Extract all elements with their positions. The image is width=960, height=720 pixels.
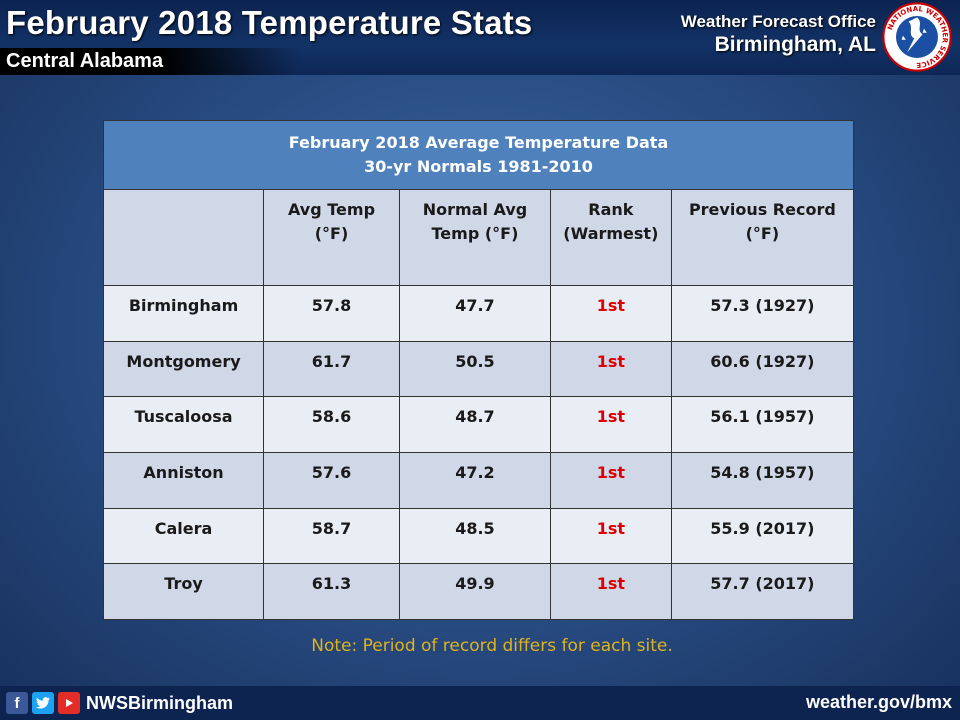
avg-temp: 57.8 bbox=[263, 285, 400, 342]
table-row: Anniston 57.6 47.2 1st 54.8 (1957) bbox=[102, 451, 855, 509]
previous-record: 56.1 (1957) bbox=[670, 396, 855, 453]
rank: 1st bbox=[549, 507, 672, 565]
previous-record: 60.6 (1927) bbox=[670, 340, 855, 398]
column-header-avg-temp: Avg Temp (°F) bbox=[263, 189, 400, 286]
site-name: Anniston bbox=[102, 451, 265, 509]
footer-bar bbox=[0, 686, 960, 720]
header-label: Avg Temp bbox=[287, 200, 376, 219]
twitter-icon[interactable] bbox=[32, 692, 54, 714]
previous-record: 55.9 (2017) bbox=[670, 507, 855, 565]
table-caption: February 2018 Average Temperature Data 3… bbox=[103, 120, 854, 190]
normal-avg-temp: 47.2 bbox=[398, 451, 551, 509]
header-label: (°F) bbox=[745, 224, 780, 243]
rank: 1st bbox=[549, 396, 672, 453]
normal-avg-temp: 48.5 bbox=[398, 507, 551, 565]
page-subtitle: Central Alabama bbox=[6, 50, 164, 72]
avg-temp: 61.7 bbox=[263, 340, 400, 398]
temperature-table: February 2018 Average Temperature Data 3… bbox=[102, 120, 855, 620]
site-name: Tuscaloosa bbox=[102, 396, 265, 453]
site-name: Montgomery bbox=[102, 340, 265, 398]
rank: 1st bbox=[549, 563, 672, 620]
caption-line2: 30-yr Normals 1981-2010 bbox=[364, 157, 593, 176]
column-header-site bbox=[102, 189, 265, 286]
previous-record: 57.7 (2017) bbox=[670, 563, 855, 620]
table-row: Tuscaloosa 58.6 48.7 1st 56.1 (1957) bbox=[102, 396, 855, 453]
caption-line1: February 2018 Average Temperature Data bbox=[288, 133, 669, 152]
avg-temp: 58.6 bbox=[263, 396, 400, 453]
page-title: February 2018 Temperature Stats bbox=[6, 4, 533, 41]
rank: 1st bbox=[549, 451, 672, 509]
avg-temp: 61.3 bbox=[263, 563, 400, 620]
office-line1: Weather Forecast Office bbox=[680, 12, 876, 31]
header-label: Normal Avg bbox=[422, 200, 528, 219]
header-label: Previous Record bbox=[688, 200, 836, 219]
site-name: Birmingham bbox=[102, 285, 265, 342]
office-line2: Birmingham, AL bbox=[714, 33, 876, 56]
normal-avg-temp: 48.7 bbox=[398, 396, 551, 453]
subtitle-bar bbox=[0, 48, 300, 75]
rank: 1st bbox=[549, 340, 672, 398]
column-header-previous-record: Previous Record (°F) bbox=[670, 189, 855, 286]
site-name: Troy bbox=[102, 563, 265, 620]
site-name: Calera bbox=[102, 507, 265, 565]
header-label: Temp (°F) bbox=[431, 224, 519, 243]
header-label: (°F) bbox=[314, 224, 349, 243]
previous-record: 54.8 (1957) bbox=[670, 451, 855, 509]
social-handle[interactable]: NWSBirmingham bbox=[86, 692, 234, 713]
normal-avg-temp: 49.9 bbox=[398, 563, 551, 620]
facebook-icon[interactable]: f bbox=[6, 692, 28, 714]
previous-record: 57.3 (1927) bbox=[670, 285, 855, 342]
header-label: Rank bbox=[588, 200, 634, 219]
column-header-rank: Rank (Warmest) bbox=[549, 189, 672, 286]
nws-logo-icon: NATIONAL WEATHER SERVICE bbox=[882, 2, 952, 72]
website-link[interactable]: weather.gov/bmx bbox=[805, 692, 952, 712]
header-label: (Warmest) bbox=[563, 224, 659, 243]
rank: 1st bbox=[549, 285, 672, 342]
table-row: Birmingham 57.8 47.7 1st 57.3 (1927) bbox=[102, 285, 855, 342]
office-label: Weather Forecast Office Birmingham, AL bbox=[681, 12, 876, 57]
period-of-record-note: Note: Period of record differs for each … bbox=[311, 636, 673, 656]
table-row: Troy 61.3 49.9 1st 57.7 (2017) bbox=[102, 563, 855, 620]
normal-avg-temp: 50.5 bbox=[398, 340, 551, 398]
social-links: f NWSBirmingham bbox=[6, 692, 233, 714]
avg-temp: 58.7 bbox=[263, 507, 400, 565]
normal-avg-temp: 47.7 bbox=[398, 285, 551, 342]
table-row: Montgomery 61.7 50.5 1st 60.6 (1927) bbox=[102, 340, 855, 398]
table-row: Calera 58.7 48.5 1st 55.9 (2017) bbox=[102, 507, 855, 565]
youtube-icon[interactable] bbox=[58, 692, 80, 714]
avg-temp: 57.6 bbox=[263, 451, 400, 509]
column-header-normal-avg-temp: Normal Avg Temp (°F) bbox=[398, 189, 551, 286]
